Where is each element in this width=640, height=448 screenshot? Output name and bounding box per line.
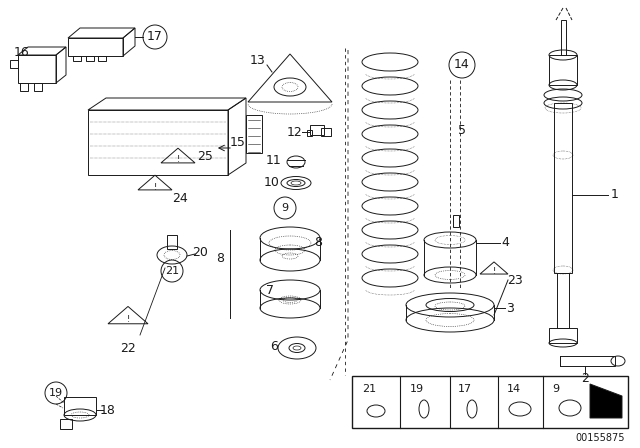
Text: 15: 15 xyxy=(230,137,246,150)
Bar xyxy=(88,110,228,175)
Bar xyxy=(34,83,42,91)
Text: 19: 19 xyxy=(410,384,424,394)
Bar xyxy=(98,56,106,61)
Text: !: ! xyxy=(492,267,495,276)
Text: 13: 13 xyxy=(250,53,266,66)
Bar xyxy=(246,115,262,153)
Text: 17: 17 xyxy=(147,30,163,43)
Text: 9: 9 xyxy=(552,384,559,394)
Text: 8: 8 xyxy=(216,251,224,264)
Text: 5: 5 xyxy=(458,124,466,137)
Bar xyxy=(352,376,628,428)
Bar xyxy=(86,56,94,61)
Text: 1: 1 xyxy=(611,189,619,202)
Bar xyxy=(20,83,28,91)
Text: 12: 12 xyxy=(287,125,303,138)
Text: 23: 23 xyxy=(507,273,523,287)
Text: 16: 16 xyxy=(14,47,30,60)
Text: 8: 8 xyxy=(314,237,322,250)
Bar xyxy=(554,103,572,273)
Bar xyxy=(307,130,312,136)
Bar xyxy=(64,397,96,415)
Text: 22: 22 xyxy=(120,341,136,354)
Bar xyxy=(167,235,177,249)
Text: 14: 14 xyxy=(507,384,521,394)
Bar xyxy=(557,273,569,328)
Text: 24: 24 xyxy=(172,191,188,204)
Bar xyxy=(18,55,56,83)
Polygon shape xyxy=(590,384,622,418)
Text: 3: 3 xyxy=(506,302,514,314)
Text: 17: 17 xyxy=(458,384,472,394)
Text: 20: 20 xyxy=(192,246,208,258)
Text: 21: 21 xyxy=(165,266,179,276)
Text: 7: 7 xyxy=(266,284,274,297)
Bar xyxy=(549,328,577,343)
Bar xyxy=(561,20,566,55)
Text: 21: 21 xyxy=(362,384,376,394)
Bar xyxy=(453,215,459,227)
Text: 9: 9 xyxy=(282,203,289,213)
Text: 11: 11 xyxy=(266,155,282,168)
Text: !: ! xyxy=(126,315,130,324)
Bar xyxy=(321,128,331,136)
Text: 2: 2 xyxy=(581,371,589,384)
Text: 25: 25 xyxy=(197,151,213,164)
Text: 4: 4 xyxy=(501,237,509,250)
Bar xyxy=(549,55,577,85)
Text: 00155875: 00155875 xyxy=(575,433,625,443)
Text: 14: 14 xyxy=(454,59,470,72)
Text: !: ! xyxy=(154,182,157,191)
Text: 18: 18 xyxy=(100,404,116,417)
Text: 6: 6 xyxy=(270,340,278,353)
Bar xyxy=(60,419,72,429)
Text: 10: 10 xyxy=(264,177,280,190)
Text: 19: 19 xyxy=(49,388,63,398)
Bar xyxy=(73,56,81,61)
Bar xyxy=(10,60,18,68)
Bar xyxy=(310,125,324,135)
Text: !: ! xyxy=(177,155,180,164)
Bar xyxy=(68,38,123,56)
Bar xyxy=(560,356,615,366)
